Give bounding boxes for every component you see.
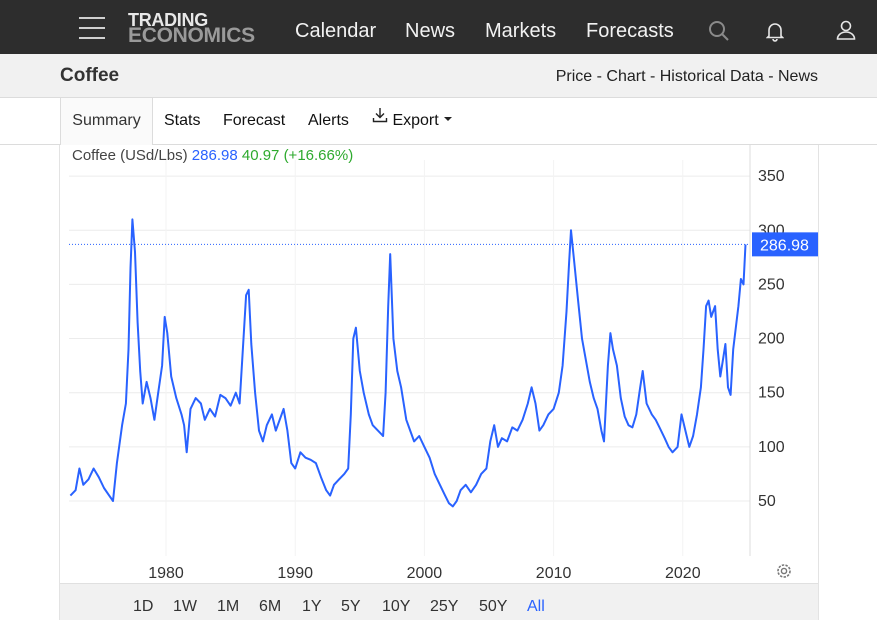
gear-icon[interactable] xyxy=(774,561,794,586)
y-tick-label: 150 xyxy=(758,385,785,402)
range-1w[interactable]: 1W xyxy=(173,598,197,615)
tab-alerts[interactable]: Alerts xyxy=(308,112,349,129)
y-tick-label: 200 xyxy=(758,331,785,348)
x-tick-label: 1980 xyxy=(148,565,184,582)
legend-change: 40.97 (+16.66%) xyxy=(241,147,354,164)
logo-top-text: TRADING xyxy=(128,10,208,30)
legend-value: 286.98 xyxy=(191,147,238,164)
download-icon xyxy=(372,96,388,142)
x-tick-label: 2020 xyxy=(665,565,701,582)
x-tick-label: 1990 xyxy=(277,565,313,582)
x-tick-label: 2000 xyxy=(407,565,443,582)
y-tick-label: 250 xyxy=(758,276,785,293)
top-navbar: TRADING ECONOMICS Calendar News Markets … xyxy=(0,0,877,54)
chart-grid xyxy=(69,145,751,556)
page-title: Coffee xyxy=(60,65,120,86)
range-5y[interactable]: 5Y xyxy=(341,598,361,615)
last-price-tag-label: 286.98 xyxy=(760,237,809,254)
tab-export[interactable]: Export xyxy=(372,96,453,144)
range-all[interactable]: All xyxy=(527,598,545,615)
last-price-tag xyxy=(752,232,818,257)
nav-calendar-link[interactable]: Calendar xyxy=(295,20,377,42)
logo-bottom-text: ECONOMICS xyxy=(128,24,255,47)
range-1d[interactable]: 1D xyxy=(133,598,154,615)
y-tick-label: 50 xyxy=(758,493,776,510)
page-header: Coffee Price - Chart - Historical Data -… xyxy=(0,54,877,98)
chart-legend: Coffee (USd/Lbs) 286.98 40.97 (+16.66%) xyxy=(72,147,353,164)
tab-stats[interactable]: Stats xyxy=(164,112,201,129)
range-50y[interactable]: 50Y xyxy=(479,598,508,615)
export-label: Export xyxy=(392,112,439,129)
caret-down-icon xyxy=(444,117,453,122)
y-tick-label: 100 xyxy=(758,439,785,456)
x-axis-ticks: 1980 1990 2000 2010 2020 xyxy=(148,565,700,582)
range-25y[interactable]: 25Y xyxy=(430,598,459,615)
range-6m[interactable]: 6M xyxy=(259,598,282,615)
section-links[interactable]: Price - Chart - Historical Data - News xyxy=(555,68,818,85)
tab-forecast[interactable]: Forecast xyxy=(223,112,286,129)
logo[interactable]: TRADING ECONOMICS xyxy=(128,10,255,47)
nav-forecasts-link[interactable]: Forecasts xyxy=(586,20,674,42)
bell-icon[interactable] xyxy=(765,22,785,47)
tab-summary[interactable]: Summary xyxy=(60,98,153,145)
x-tick-label: 2010 xyxy=(536,565,572,582)
range-bar xyxy=(60,583,818,620)
nav-news-link[interactable]: News xyxy=(405,20,456,42)
search-icon[interactable] xyxy=(708,20,730,47)
tab-bar: Summary Stats Forecast Alerts Export xyxy=(0,98,877,145)
y-tick-label: 350 xyxy=(758,168,785,185)
menu-icon[interactable] xyxy=(79,17,105,39)
legend-series-name: Coffee (USd/Lbs) xyxy=(72,147,188,164)
user-icon[interactable] xyxy=(836,20,856,45)
nav-markets-link[interactable]: Markets xyxy=(485,20,557,42)
chart-frame xyxy=(59,145,819,620)
series-line-coffee xyxy=(69,218,747,508)
range-1y[interactable]: 1Y xyxy=(302,598,322,615)
range-10y[interactable]: 10Y xyxy=(382,598,411,615)
range-1m[interactable]: 1M xyxy=(217,598,240,615)
